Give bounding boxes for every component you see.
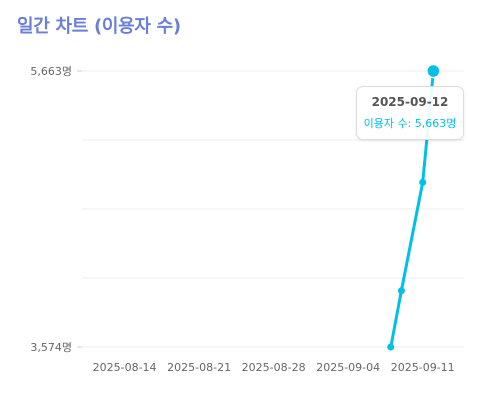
x-tick-label: 2025-09-04 bbox=[316, 361, 380, 374]
y-tick-label: 5,663명 bbox=[30, 65, 72, 78]
highlighted-data-point bbox=[426, 63, 441, 79]
data-point bbox=[387, 343, 395, 351]
data-point bbox=[419, 178, 427, 186]
x-tick-label: 2025-08-14 bbox=[93, 361, 157, 374]
chart-title: 일간 차트 (이용자 수) bbox=[17, 16, 181, 37]
tooltip-date: 2025-09-12 bbox=[371, 95, 449, 109]
y-tick-label: 3,574명 bbox=[30, 341, 72, 354]
x-tick-label: 2025-09-11 bbox=[391, 361, 455, 374]
x-tick-label: 2025-08-21 bbox=[167, 361, 231, 374]
data-point bbox=[397, 287, 405, 295]
tooltip-series-label: 이용자 수 bbox=[363, 117, 408, 130]
tooltip-value: 이용자 수: 5,663명 bbox=[363, 117, 457, 130]
tooltip-value-label: 5,663명 bbox=[414, 117, 457, 130]
x-tick-label: 2025-08-28 bbox=[242, 361, 306, 374]
chart-tooltip: 2025-09-12 이용자 수: 5,663명 bbox=[356, 86, 464, 140]
